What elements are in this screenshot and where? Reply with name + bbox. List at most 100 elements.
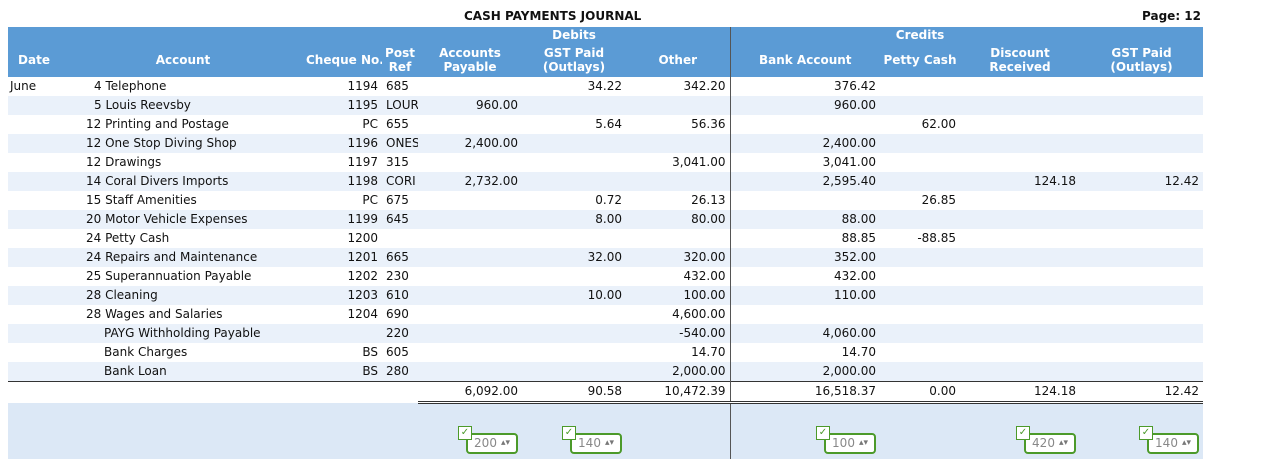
cell-date bbox=[8, 286, 60, 305]
cell-date bbox=[8, 324, 60, 343]
cell-cheque: 1199 bbox=[306, 210, 382, 229]
cell-cheque: 1203 bbox=[306, 286, 382, 305]
cell-petty-cash bbox=[880, 210, 960, 229]
cell-gst-paid-debit: 10.00 bbox=[522, 286, 626, 305]
debits-group-header: Debits bbox=[522, 27, 626, 43]
table-row: Bank Charges BS 605 14.70 14.70 bbox=[8, 343, 1203, 362]
total-petty-cash: 0.00 bbox=[880, 381, 960, 404]
cell-bank-account: 14.70 bbox=[730, 343, 880, 362]
cell-date bbox=[8, 267, 60, 286]
cell-cheque: 1202 bbox=[306, 267, 382, 286]
cell-bank-account: 2,400.00 bbox=[730, 134, 880, 153]
cell-accounts-payable bbox=[418, 286, 522, 305]
table-row: 12 Drawings 1197 315 3,041.00 3,041.00 bbox=[8, 153, 1203, 172]
total-gst-paid-debit: 90.58 bbox=[522, 381, 626, 404]
post-ref-stepper-gst-paid-credit[interactable]: ✓ 140 ▴▾ bbox=[1139, 426, 1199, 454]
cell-other: 56.36 bbox=[626, 115, 731, 134]
cell-post-ref: 230 bbox=[382, 267, 418, 286]
cell-gst-paid-debit bbox=[522, 324, 626, 343]
table-row: 5 Louis Reevsby 1195 LOUR 960.00 960.00 bbox=[8, 96, 1203, 115]
cell-accounts-payable bbox=[418, 115, 522, 134]
cell-other bbox=[626, 229, 731, 248]
cell-accounts-payable bbox=[418, 229, 522, 248]
cell-bank-account: 88.00 bbox=[730, 210, 880, 229]
cell-date bbox=[8, 153, 60, 172]
cell-post-ref: 655 bbox=[382, 115, 418, 134]
table-row: 28 Cleaning 1203 610 10.00 100.00 110.00 bbox=[8, 286, 1203, 305]
cell-account: 15 Staff Amenities bbox=[60, 191, 306, 210]
cell-other bbox=[626, 134, 731, 153]
cell-date bbox=[8, 248, 60, 267]
col-petty-cash: Petty Cash bbox=[880, 43, 960, 77]
cell-other: 100.00 bbox=[626, 286, 731, 305]
col-account: Account bbox=[60, 43, 306, 77]
cell-date bbox=[8, 191, 60, 210]
cell-bank-account: 376.42 bbox=[730, 77, 880, 96]
cell-post-ref: 665 bbox=[382, 248, 418, 267]
cell-accounts-payable bbox=[418, 191, 522, 210]
cell-petty-cash: 26.85 bbox=[880, 191, 960, 210]
cell-gst-paid-debit: 34.22 bbox=[522, 77, 626, 96]
cell-account: 4 Telephone bbox=[60, 77, 306, 96]
journal-rows: June 4 Telephone 1194 685 34.22 342.20 376.42 5… bbox=[8, 77, 1203, 382]
cell-petty-cash: 62.00 bbox=[880, 115, 960, 134]
col-accounts-payable: Accounts Payable bbox=[418, 43, 522, 77]
post-ref-stepper-gst-paid-debit[interactable]: ✓ 140 ▴▾ bbox=[562, 426, 622, 454]
cell-account: 28 Wages and Salaries bbox=[60, 305, 306, 324]
table-row: June 4 Telephone 1194 685 34.22 342.20 376.42 bbox=[8, 77, 1203, 96]
cell-petty-cash bbox=[880, 96, 960, 115]
cell-account: PAYG Withholding Payable bbox=[60, 324, 306, 343]
cell-date: June bbox=[8, 77, 60, 96]
stepper-arrows-icon: ▴▾ bbox=[858, 438, 868, 448]
cell-gst-paid-credit bbox=[1080, 77, 1203, 96]
cell-other bbox=[626, 172, 731, 191]
post-ref-row: ✓ 200 ▴▾ ✓ 140 ▴▾ ✓ 100 ▴▾ ✓ 420 ▴▾ ✓ 140 ▴▾ bbox=[8, 423, 1203, 459]
cell-petty-cash bbox=[880, 343, 960, 362]
table-row: 20 Motor Vehicle Expenses 1199 645 8.00 80.0… bbox=[8, 210, 1203, 229]
cell-cheque: 1195 bbox=[306, 96, 382, 115]
cell-discount-received bbox=[960, 229, 1080, 248]
cell-account: Bank Loan bbox=[60, 362, 306, 382]
cell-discount-received bbox=[960, 191, 1080, 210]
post-ref-stepper-bank-account[interactable]: ✓ 100 ▴▾ bbox=[816, 426, 876, 454]
cell-date bbox=[8, 305, 60, 324]
journal-header: CASH PAYMENTS JOURNAL Page: 12 bbox=[0, 0, 1205, 27]
col-post-ref: Post Ref bbox=[382, 43, 418, 77]
stepper-arrows-icon: ▴▾ bbox=[1058, 438, 1068, 448]
cell-accounts-payable bbox=[418, 153, 522, 172]
cell-petty-cash bbox=[880, 286, 960, 305]
post-ref-stepper-accounts-payable[interactable]: ✓ 200 ▴▾ bbox=[458, 426, 518, 454]
cell-accounts-payable bbox=[418, 343, 522, 362]
cell-date bbox=[8, 172, 60, 191]
cell-other: 4,600.00 bbox=[626, 305, 731, 324]
cell-discount-received bbox=[960, 153, 1080, 172]
cell-account: 5 Louis Reevsby bbox=[60, 96, 306, 115]
total-gst-paid-credit: 12.42 bbox=[1080, 381, 1203, 404]
cell-gst-paid-credit bbox=[1080, 267, 1203, 286]
cell-gst-paid-debit bbox=[522, 229, 626, 248]
cell-post-ref: LOUR bbox=[382, 96, 418, 115]
col-gst-paid-debit: GST Paid (Outlays) bbox=[522, 43, 626, 77]
cell-date bbox=[8, 343, 60, 362]
cell-accounts-payable: 2,732.00 bbox=[418, 172, 522, 191]
cell-post-ref: 685 bbox=[382, 77, 418, 96]
total-other: 10,472.39 bbox=[626, 381, 731, 404]
cell-discount-received bbox=[960, 248, 1080, 267]
cell-gst-paid-credit bbox=[1080, 362, 1203, 382]
cell-date bbox=[8, 229, 60, 248]
cell-petty-cash bbox=[880, 248, 960, 267]
cell-discount-received: 124.18 bbox=[960, 172, 1080, 191]
post-ref-stepper-discount-received[interactable]: ✓ 420 ▴▾ bbox=[1016, 426, 1076, 454]
cell-accounts-payable bbox=[418, 77, 522, 96]
credits-group-header: Credits bbox=[880, 27, 960, 43]
check-icon: ✓ bbox=[458, 426, 472, 440]
cell-accounts-payable bbox=[418, 267, 522, 286]
stepper-arrows-icon: ▴▾ bbox=[1181, 438, 1191, 448]
cell-bank-account: 4,060.00 bbox=[730, 324, 880, 343]
cell-discount-received bbox=[960, 134, 1080, 153]
cell-gst-paid-credit bbox=[1080, 229, 1203, 248]
cell-account: Bank Charges bbox=[60, 343, 306, 362]
cell-post-ref: 645 bbox=[382, 210, 418, 229]
cell-cheque: BS bbox=[306, 343, 382, 362]
cell-gst-paid-debit: 32.00 bbox=[522, 248, 626, 267]
